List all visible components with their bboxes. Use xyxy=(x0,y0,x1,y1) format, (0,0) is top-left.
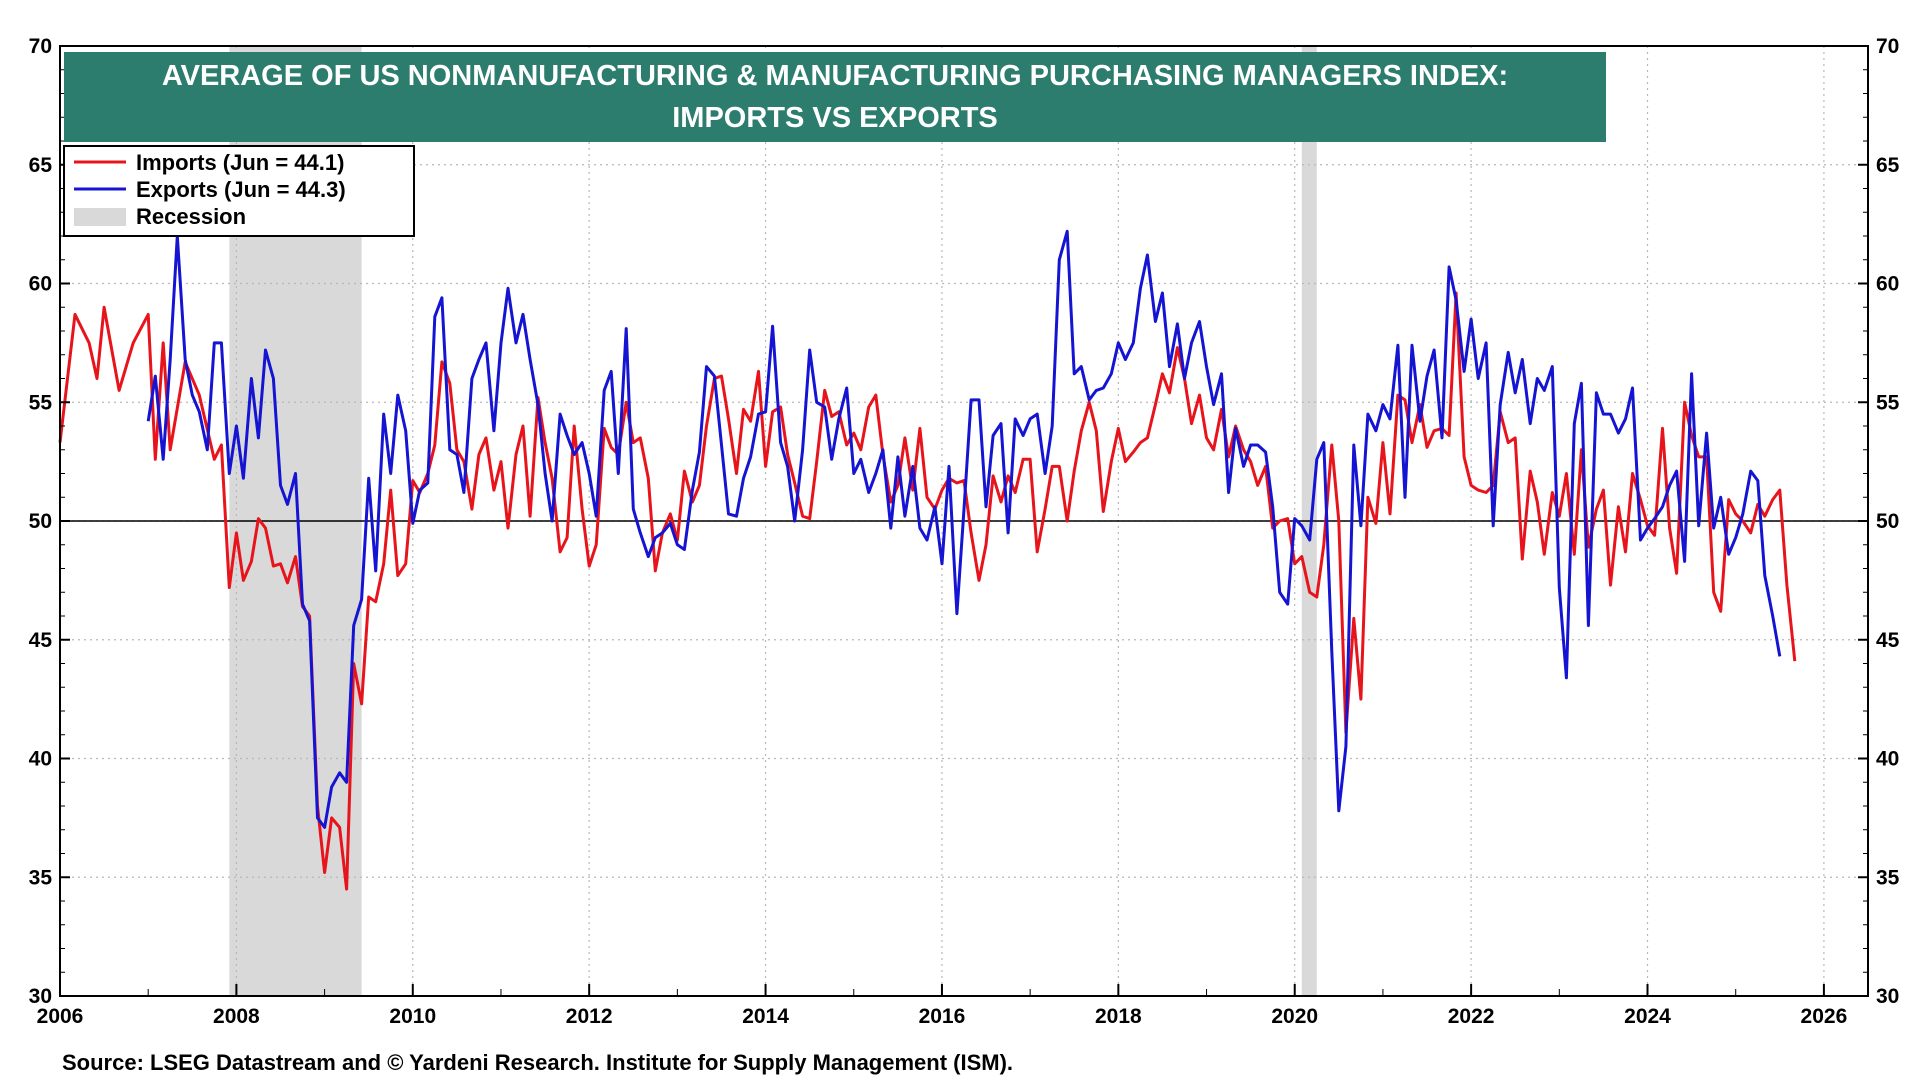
y-tick-label-left-40: 40 xyxy=(29,748,52,771)
y-tick-label-left-55: 55 xyxy=(29,391,53,414)
x-tick-label-2012: 2012 xyxy=(566,1005,613,1028)
x-tick-label-2016: 2016 xyxy=(919,1005,966,1028)
source-note: Source: LSEG Datastream and © Yardeni Re… xyxy=(62,1050,1013,1075)
y-tick-label-right-45: 45 xyxy=(1876,629,1900,652)
y-axis-left-labels: 30 35 40 45 50 55 60 65 70 xyxy=(29,35,53,1008)
y-tick-label-right-30: 30 xyxy=(1876,985,1899,1008)
legend: Imports (Jun = 44.1) Exports (Jun = 44.3… xyxy=(63,145,415,237)
series-line-exports xyxy=(146,229,1782,829)
x-tick-label-2026: 2026 xyxy=(1801,1005,1848,1028)
y-tick-label-right-50: 50 xyxy=(1876,510,1899,533)
y-tick-label-right-70: 70 xyxy=(1876,35,1899,58)
legend-swatch-recession xyxy=(74,208,126,226)
y-tick-label-right-40: 40 xyxy=(1876,748,1899,771)
y-tick-label-left-65: 65 xyxy=(29,154,53,177)
x-tick-label-2022: 2022 xyxy=(1448,1005,1495,1028)
axis-ticks xyxy=(59,45,1868,997)
y-tick-label-left-50: 50 xyxy=(29,510,52,533)
y-tick-label-right-60: 60 xyxy=(1876,273,1899,296)
title-background xyxy=(64,52,1606,142)
x-axis-labels: 2006 2008 2010 2012 2014 2016 2018 2020 2022 2024… xyxy=(37,1005,1848,1028)
y-tick-label-left-60: 60 xyxy=(29,273,52,296)
y-tick-label-right-65: 65 xyxy=(1876,154,1900,177)
y-tick-label-left-30: 30 xyxy=(29,985,52,1008)
series-lines xyxy=(58,229,1797,891)
x-tick-label-2020: 2020 xyxy=(1271,1005,1318,1028)
y-axis-right-labels: 30 35 40 45 50 55 60 65 70 xyxy=(1876,35,1900,1008)
series-line-imports xyxy=(58,291,1797,891)
x-tick-label-2010: 2010 xyxy=(389,1005,436,1028)
chart-title-line-1: AVERAGE OF US NONMANUFACTURING & MANUFAC… xyxy=(162,60,1508,92)
y-tick-label-right-55: 55 xyxy=(1876,391,1900,414)
title-banner: AVERAGE OF US NONMANUFACTURING & MANUFAC… xyxy=(64,52,1606,142)
chart-title-line-2: IMPORTS VS EXPORTS xyxy=(672,102,998,134)
x-tick-label-2018: 2018 xyxy=(1095,1005,1142,1028)
x-tick-label-2008: 2008 xyxy=(213,1005,260,1028)
x-tick-label-2006: 2006 xyxy=(37,1005,84,1028)
y-tick-label-left-35: 35 xyxy=(29,866,53,889)
y-tick-label-right-35: 35 xyxy=(1876,866,1900,889)
y-tick-label-left-45: 45 xyxy=(29,629,53,652)
x-tick-label-2014: 2014 xyxy=(742,1005,789,1028)
x-tick-label-2024: 2024 xyxy=(1624,1005,1671,1028)
legend-label-imports: Imports (Jun = 44.1) xyxy=(136,150,344,175)
legend-label-recession: Recession xyxy=(136,204,246,229)
legend-label-exports: Exports (Jun = 44.3) xyxy=(136,177,346,202)
y-tick-label-left-70: 70 xyxy=(29,35,52,58)
